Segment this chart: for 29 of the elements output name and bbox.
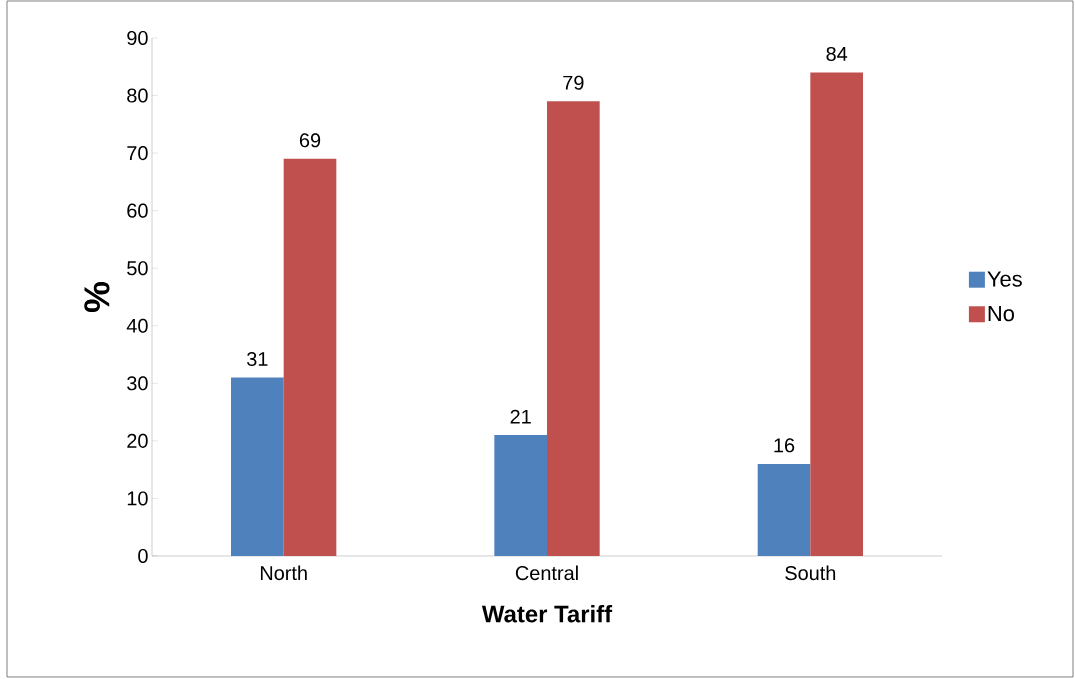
bar — [494, 435, 548, 556]
legend-label: Yes — [987, 271, 1022, 287]
bar — [283, 158, 337, 556]
y-tick-label: 20 — [127, 433, 148, 448]
data-label: 21 — [510, 409, 531, 424]
data-label: 79 — [563, 75, 584, 90]
y-tick-label: 10 — [127, 491, 148, 506]
y-tick-label: 60 — [127, 203, 148, 218]
data-label: 84 — [826, 46, 848, 61]
y-tick-label: 70 — [127, 146, 148, 161]
x-axis-title: Water Tariff — [481, 604, 613, 623]
data-label: 69 — [299, 133, 321, 148]
bar — [810, 72, 864, 556]
x-tick-label: Central — [515, 565, 578, 581]
y-tick-label: 0 — [138, 548, 148, 564]
x-tick-label: North — [260, 565, 307, 581]
y-tick-label: 50 — [127, 261, 148, 276]
data-label: 16 — [774, 438, 795, 453]
bar — [547, 101, 600, 556]
y-axis-title: % — [84, 281, 110, 313]
bar — [231, 377, 284, 556]
y-tick-label: 90 — [127, 30, 148, 46]
x-tick-label: South — [785, 565, 836, 581]
bar — [757, 463, 811, 556]
y-tick-label: 40 — [126, 318, 148, 333]
y-tick-label: 80 — [127, 88, 148, 103]
legend-label: No — [988, 305, 1014, 322]
y-tick-label: 30 — [127, 376, 148, 391]
data-label: 31 — [247, 351, 268, 367]
